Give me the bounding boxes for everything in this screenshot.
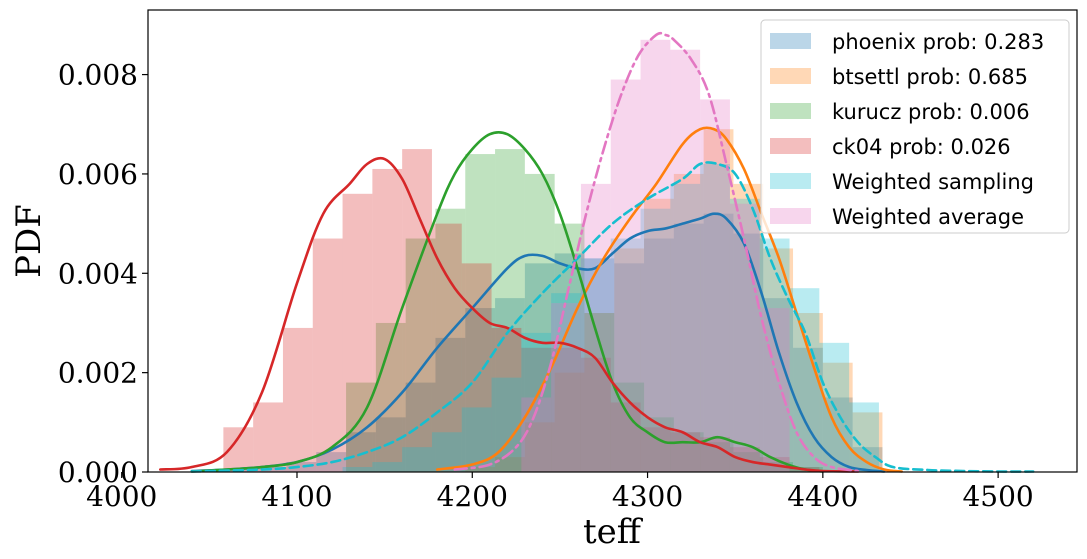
hist-bar: [789, 288, 820, 472]
y-axis-title: PDF: [9, 204, 49, 278]
hist-bar: [372, 462, 403, 472]
hist-bar: [670, 183, 701, 472]
hist-bar: [763, 462, 794, 472]
kurucz-kde-line: [190, 131, 825, 473]
hist-bar: [405, 382, 436, 472]
btsettl-kde-line: [435, 126, 904, 473]
weighted-kde-line: [190, 161, 1035, 473]
hist-bar: [614, 263, 645, 472]
x-axis-title: teff: [583, 512, 644, 552]
hist-bar: [610, 79, 641, 472]
hist-bar: [703, 213, 734, 472]
x-tick-label: 4300: [612, 480, 683, 513]
hist-bar: [610, 238, 641, 472]
hist-bar: [610, 402, 641, 472]
hist-bar: [312, 238, 343, 472]
x-tick-label: 4500: [962, 480, 1033, 513]
weighted-kde-line: [453, 31, 860, 473]
hist-bar: [673, 432, 704, 472]
hist-bar: [435, 208, 466, 473]
hist-bar: [554, 372, 585, 472]
kde-layer: [158, 31, 1035, 473]
y-tick-label: 0.000: [58, 456, 138, 489]
hist-bar: [614, 248, 645, 472]
phoenix-kde-line: [190, 212, 886, 473]
legend-swatch: [770, 68, 811, 84]
hist-bar: [282, 327, 313, 472]
hist-bar: [640, 427, 671, 472]
hist-bar: [402, 149, 432, 472]
hist-bar: [524, 173, 555, 472]
y-tick-label: 0.002: [58, 357, 138, 390]
y-ticks: 0.000 0.002 0.004 0.006 0.008: [58, 59, 148, 489]
hist-bar: [342, 467, 373, 472]
legend-label: kurucz prob: 0.006: [832, 100, 1030, 124]
x-ticks: 4000 4100 4200 4300 4400 4500: [86, 472, 1034, 513]
legend-frame: [760, 19, 1070, 234]
hist-bar: [286, 462, 317, 472]
hist-bar: [402, 447, 432, 472]
hist-bar: [342, 193, 373, 472]
legend: phoenix prob: 0.283 btsettl prob: 0.685 ku…: [760, 19, 1070, 234]
ck04-kde-line: [158, 156, 860, 473]
legend-swatch: [770, 173, 811, 189]
hist-bar: [465, 154, 496, 472]
hist-bar: [551, 347, 581, 472]
hist-bar: [461, 263, 492, 472]
hist-bar: [495, 149, 525, 472]
hist-bar: [465, 308, 496, 472]
hist-bar: [524, 422, 555, 472]
plot-frame: [147, 9, 1078, 473]
hist-bar: [551, 303, 581, 472]
hist-bar: [580, 357, 611, 472]
hist-bar: [465, 467, 496, 472]
hist-bar: [375, 417, 406, 472]
legend-swatch: [770, 103, 811, 119]
legend-swatch: [770, 138, 811, 154]
x-tick-label: 4100: [261, 480, 332, 513]
hist-bar: [431, 432, 462, 472]
hist-bar: [253, 402, 283, 472]
hist-bar: [495, 457, 525, 472]
y-tick-label: 0.008: [58, 59, 138, 92]
btsettl-histogram: [465, 129, 883, 472]
hist-bar: [763, 298, 794, 472]
legend-label: ck04 prob: 0.026: [832, 135, 1011, 159]
legend-swatch: [770, 208, 811, 224]
x-tick-label: 4000: [86, 480, 157, 513]
x-tick-label: 4400: [787, 480, 858, 513]
hist-bar: [733, 233, 764, 472]
hist-bar: [670, 49, 701, 472]
hist-bar: [703, 129, 734, 472]
phoenix-histogram: [226, 213, 883, 472]
y-tick-label: 0.004: [58, 257, 138, 290]
hist-bar: [521, 332, 552, 472]
hist-bar: [640, 39, 671, 472]
legend-swatch: [770, 33, 811, 49]
ck04-histogram: [223, 149, 820, 472]
x-tick-label: 4200: [437, 480, 508, 513]
hist-bar: [491, 377, 522, 472]
y-tick-label: 0.006: [58, 158, 138, 191]
hist-bar: [435, 337, 466, 472]
hist-bar: [551, 293, 581, 472]
legend-label: btsettl prob: 0.685: [832, 65, 1028, 89]
legend-label: Weighted sampling: [832, 170, 1034, 194]
legend-label: Weighted average: [832, 205, 1024, 229]
hist-bar: [644, 198, 674, 472]
legend-label: phoenix prob: 0.283: [832, 30, 1044, 54]
hist-bar: [644, 417, 674, 472]
